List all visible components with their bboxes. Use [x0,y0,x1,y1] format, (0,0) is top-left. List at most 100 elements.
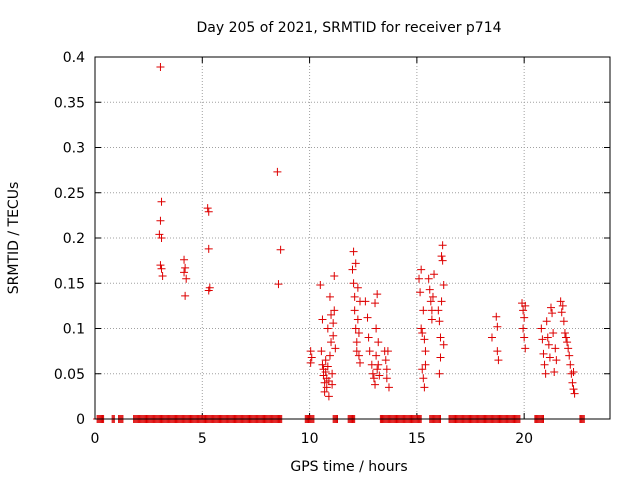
x-tick-label: 0 [91,431,100,447]
data-point [521,344,530,353]
data-point [418,365,427,374]
data-point [372,351,381,360]
data-point [420,335,429,344]
data-point [156,261,165,270]
data-point [546,303,555,312]
x-axis-label: GPS time / hours [290,459,407,475]
data-point [158,272,167,281]
x-tick-label: 5 [198,431,207,447]
data-point [329,319,338,328]
data-point [562,333,571,342]
data-point [349,279,358,288]
data-point [540,360,549,369]
y-tick-label: 0.4 [63,50,85,66]
data-point [351,324,360,333]
x-tick-label: 10 [301,431,319,447]
data-point [156,216,165,225]
data-point [437,297,446,306]
data-point [203,204,212,213]
y-tick-label: 0 [76,412,85,428]
data-point [273,167,282,176]
data-point [419,306,428,315]
data-point [521,301,530,310]
data-point [328,369,337,378]
y-tick-label: 0.1 [63,322,85,338]
data-point [537,324,546,333]
data-point [354,351,363,360]
data-point [437,252,446,261]
data-point [421,360,430,369]
data-point [566,360,575,369]
data-point [560,329,569,338]
data-point [438,241,447,250]
data-point [204,244,213,253]
data-point [570,389,579,398]
data-point [556,297,565,306]
data-point [352,338,361,347]
data-point [382,365,391,374]
data-point [492,312,501,321]
data-point [427,315,436,324]
data-point [538,335,547,344]
data-point [330,272,339,281]
data-point [348,265,357,274]
data-point [539,349,548,358]
data-point [552,356,561,365]
axes: 0 0.05 0.1 0.15 0.2 0.25 0.3 0.35 0.4 0 5 10 15 20 [54,50,610,447]
x-tick-label: 20 [515,431,533,447]
data-point [567,369,576,378]
data-point [182,274,191,283]
data-point [157,197,166,206]
data-point [416,288,425,297]
data-point [548,309,557,318]
data-point [558,301,567,310]
data-point [369,374,378,383]
data-point [318,360,327,369]
data-point [349,247,358,256]
y-tick-label: 0.2 [63,231,85,247]
data-point [493,347,502,356]
data-point [569,367,578,376]
plot-border [94,56,611,420]
data-point [368,369,377,378]
data-point [181,263,190,272]
data-point [156,62,165,71]
data-point [350,292,359,301]
data-point [520,333,529,342]
y-tick-label: 0.25 [54,186,85,202]
data-point [563,338,572,347]
data-point [384,383,393,392]
data-point [541,369,550,378]
data-point [439,281,448,290]
data-point [494,356,503,365]
data-point [321,356,330,365]
data-point [306,358,315,367]
data-point [307,353,316,362]
data-point [324,392,333,401]
data-point [421,347,430,356]
data-points [155,62,579,401]
data-point [155,230,164,239]
data-point [439,340,448,349]
data-point [180,255,189,264]
data-point [550,367,559,376]
data-point [204,207,213,216]
data-point [323,362,332,371]
data-point [487,333,496,342]
data-point [436,333,445,342]
data-point [318,315,327,324]
data-point [329,331,338,340]
data-point [327,338,336,347]
data-point [180,268,189,277]
data-point [324,376,333,385]
y-axis-label: SRMTID / TECUs [6,182,22,295]
data-point [276,245,285,254]
data-point [520,313,529,322]
data-point [375,371,384,380]
data-point [543,333,552,342]
data-point [320,378,329,387]
data-point [417,265,426,274]
data-point [430,270,439,279]
y-tick-label: 0.05 [54,367,85,383]
